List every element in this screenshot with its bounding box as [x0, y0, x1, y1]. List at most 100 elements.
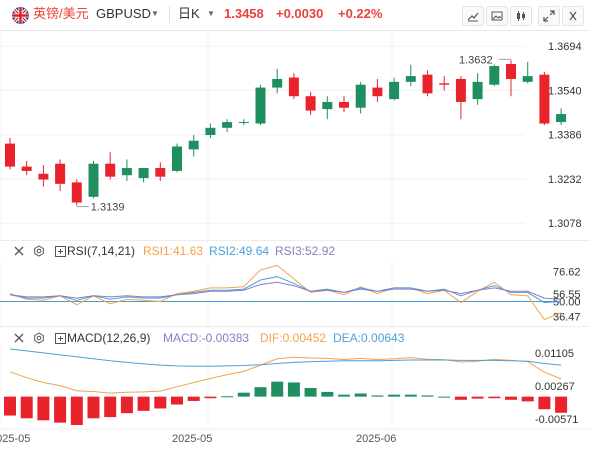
macd-histogram-bar [237, 392, 250, 397]
macd-histogram-bar [421, 395, 434, 397]
candle-body [55, 163, 66, 184]
candle-body [506, 64, 516, 79]
indicator-settings-icon[interactable] [32, 331, 46, 345]
candle-body [339, 101, 349, 108]
y-tick-label: 1.3078 [548, 218, 582, 230]
dea-line [9, 348, 562, 367]
chart-type-button[interactable] [510, 6, 532, 26]
expand-button[interactable] [538, 6, 560, 26]
symbol-name: 英镑/美元 [33, 6, 89, 21]
symbol-selector[interactable]: GBPUSD [96, 6, 151, 21]
last-price: 1.3458 [224, 6, 264, 21]
candle-body [71, 182, 82, 203]
macd-histogram-bar [171, 396, 183, 405]
candle-body [455, 78, 466, 102]
candle-body [272, 78, 283, 88]
macd-histogram-bar [438, 396, 451, 398]
close-indicator-icon[interactable] [12, 244, 26, 258]
candle-body [121, 168, 132, 176]
macd-histogram-bar [187, 396, 200, 401]
candle-body [255, 87, 266, 124]
image-capture-button[interactable] [486, 6, 508, 26]
draw-tool-button[interactable] [462, 6, 484, 26]
dif-line [9, 356, 562, 394]
dif-value: DIF:0.00452 [260, 331, 327, 345]
rsi-line [9, 264, 562, 321]
y-tick-label: 1.3232 [548, 174, 582, 186]
y-tick-label: 0.00267 [535, 381, 575, 393]
candle-body [155, 168, 166, 177]
macd-histogram-bar [338, 394, 350, 397]
candle-body [556, 114, 567, 123]
price-change: +0.0030 [276, 6, 324, 21]
macd-histogram-bar [221, 396, 234, 398]
macd-histogram-bar [254, 387, 267, 397]
close-indicator-icon[interactable] [12, 331, 26, 345]
divider [169, 6, 170, 23]
candle-body [172, 146, 182, 171]
macd-histogram-bar [287, 382, 300, 397]
macd-histogram-bar [304, 387, 317, 397]
settings-button[interactable] [562, 6, 584, 26]
indicator-toggle-icon[interactable] [53, 331, 67, 345]
candle-body [21, 166, 32, 171]
candle-body [405, 76, 416, 82]
symbol-dropdown-icon[interactable]: ▼ [151, 9, 159, 18]
candle-body [138, 168, 149, 179]
uk-flag-icon [12, 7, 29, 24]
macd-chart[interactable]: 0.01105 0.00267 -0.00571 2025-05 2025-05 2025… [0, 347, 590, 450]
pane-divider [0, 326, 590, 327]
macd-histogram-bar [538, 396, 551, 410]
rsi2-value: RSI2:49.64 [209, 244, 270, 258]
macd-legend: MACD(12,26,9) MACD:-0.00383 DIF:0.00452 … [0, 329, 590, 347]
rsi-line [9, 276, 562, 304]
symbol-header: 英镑/美元 GBPUSD ▼ 日K ▼ 1.3458 +0.0030 +0.22… [0, 0, 590, 31]
macd-histogram-bar [37, 396, 50, 421]
draw-tool-icon [467, 12, 479, 22]
candle-body [38, 173, 49, 180]
macd-histogram-bar [54, 396, 67, 423]
macd-histogram-bar [471, 396, 484, 399]
candle-body [322, 101, 333, 110]
macd-histogram-bar [404, 394, 417, 397]
y-tick-label: 1.3386 [548, 130, 582, 142]
macd-histogram-bar [505, 396, 517, 400]
candle-body [305, 96, 316, 111]
image-capture-icon [491, 11, 503, 21]
macd-histogram-bar [488, 396, 501, 399]
candle-body [355, 84, 366, 108]
candle-body [422, 74, 433, 94]
y-tick-label: 50.00 [553, 296, 581, 308]
dea-value: DEA:0.00643 [333, 331, 405, 345]
indicator-toggle-icon[interactable] [53, 244, 67, 258]
macd-histogram-bar [555, 396, 568, 413]
candle-body [105, 163, 116, 177]
candlestick-chart[interactable]: 1.3694 1.3540 1.3386 1.3232 1.3078 1.3632 1.31… [0, 31, 590, 240]
candle-body [88, 163, 99, 197]
indicator-settings-icon[interactable] [32, 244, 46, 258]
macd-histogram-bar [371, 395, 384, 397]
macd-params: MACD(12,26,9) [67, 331, 151, 345]
price-change-percent: +0.22% [338, 6, 383, 21]
candle-body [5, 143, 15, 167]
period-dropdown-icon[interactable]: ▼ [207, 9, 215, 18]
macd-histogram-bar [104, 396, 117, 418]
candle-body [238, 122, 249, 124]
macd-histogram-bar [204, 396, 217, 399]
period-selector[interactable]: 日K [178, 6, 200, 21]
chart-type-icon [517, 11, 525, 21]
rsi3-value: RSI3:52.92 [275, 244, 336, 258]
macd-histogram-bar [70, 396, 83, 425]
candle-body [205, 127, 216, 135]
macd-histogram-bar [321, 391, 334, 397]
rsi-legend: RSI(7,14,21) RSI1:41.63 RSI2:49.64 RSI3:… [0, 242, 590, 260]
x-tick-label: 2025-05 [172, 433, 212, 445]
settings-icon [569, 11, 577, 21]
candle-body [188, 140, 199, 150]
macd-histogram-bar [87, 396, 100, 419]
y-tick-label: -0.00571 [535, 414, 578, 426]
macd-histogram-bar [20, 396, 33, 419]
rsi1-value: RSI1:41.63 [143, 244, 204, 258]
macd-histogram-bar [271, 381, 284, 397]
